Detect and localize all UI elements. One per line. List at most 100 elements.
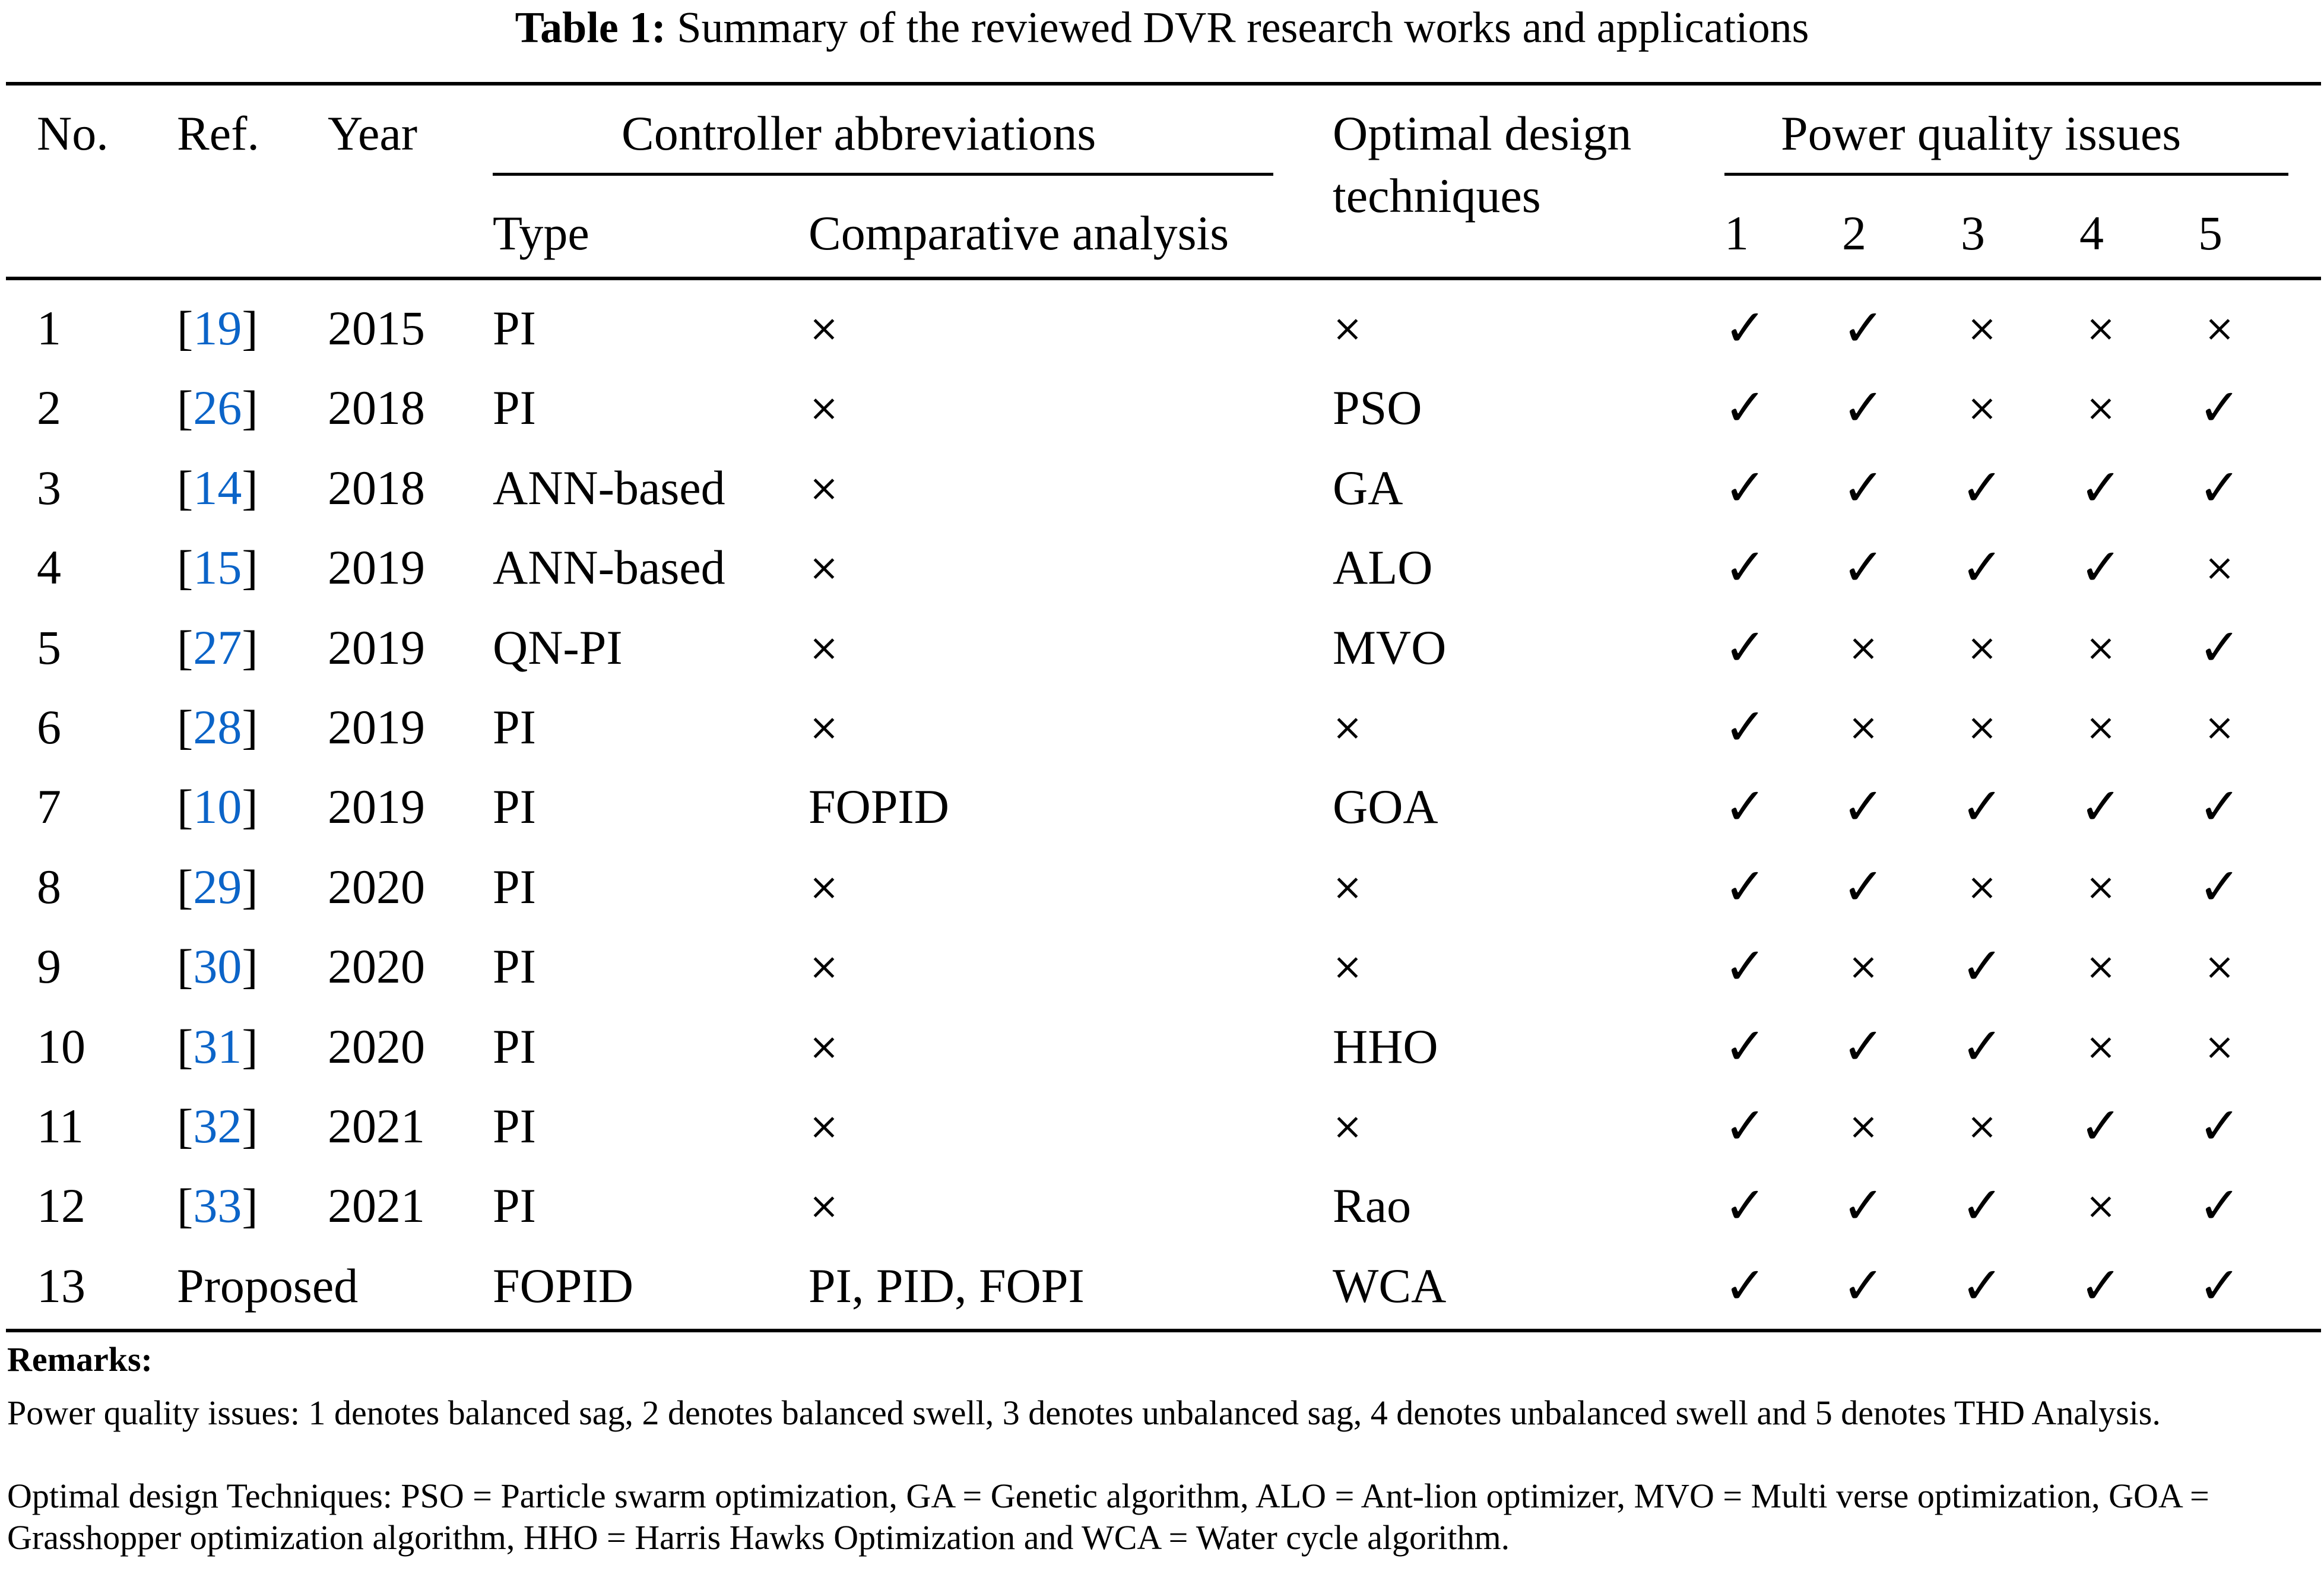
bracket-close: ]: [242, 860, 258, 914]
header-pq-1: 1: [1724, 206, 1749, 260]
cell-type: PI: [493, 1099, 536, 1153]
cell-ref-year: Proposed: [177, 1259, 359, 1313]
check-icon: ✓: [2079, 1256, 2123, 1316]
remarks-title: Remarks:: [7, 1340, 153, 1379]
check-icon: ✓: [2079, 458, 2123, 518]
ref-link[interactable]: 10: [193, 780, 242, 834]
cell-no: 2: [37, 381, 61, 435]
header-pq-3: 3: [1961, 206, 1985, 260]
header-pq-4: 4: [2079, 206, 2104, 260]
cross-icon: ×: [2204, 546, 2235, 589]
cell-no: 5: [37, 620, 61, 674]
cell-type: PI: [493, 780, 536, 834]
check-icon: ✓: [1960, 458, 2004, 518]
check-icon: ✓: [1841, 857, 1885, 917]
cross-icon: ×: [2085, 865, 2116, 908]
pq-group-rule: [1724, 173, 2288, 176]
ref-link[interactable]: 14: [193, 461, 242, 515]
cell-year: 2018: [328, 461, 425, 515]
cell-no: 7: [37, 780, 61, 834]
check-icon: ✓: [2079, 1097, 2123, 1156]
ref-link[interactable]: 26: [193, 381, 242, 435]
cell-ref: [33]: [177, 1176, 258, 1236]
bracket-open: [: [177, 1099, 194, 1153]
check-icon: ✓: [1960, 777, 2004, 837]
cell-optimal: ×: [1332, 945, 1363, 988]
cell-comparative: ×: [809, 306, 839, 350]
cross-icon: ×: [1967, 705, 1998, 749]
cell-year: 2019: [328, 540, 425, 594]
check-icon: ✓: [1960, 1176, 2004, 1236]
controller-group-rule: [493, 173, 1273, 176]
bracket-open: [: [177, 540, 194, 594]
ref-link[interactable]: 28: [193, 700, 242, 754]
ref-link[interactable]: 27: [193, 620, 242, 674]
cell-type: FOPID: [493, 1259, 633, 1313]
cell-optimal: ×: [1332, 705, 1363, 749]
ref-link[interactable]: 30: [193, 939, 242, 993]
check-icon: ✓: [2198, 1256, 2241, 1316]
cell-year: 2021: [328, 1179, 425, 1233]
cell-comparative: ×: [809, 945, 839, 988]
cross-icon: ×: [2204, 945, 2235, 988]
cell-optimal: ×: [1332, 306, 1363, 350]
cross-icon: ×: [2204, 705, 2235, 749]
check-icon: ✓: [2198, 618, 2241, 677]
ref-link[interactable]: 19: [193, 301, 242, 355]
header-no: No.: [37, 106, 109, 160]
cross-icon: ×: [2085, 306, 2116, 350]
cell-comparative: ×: [809, 1025, 839, 1068]
cross-icon: ×: [1967, 1104, 1998, 1148]
cell-type: PI: [493, 860, 536, 914]
cell-year: 2018: [328, 381, 425, 435]
cross-icon: ×: [2085, 705, 2116, 749]
ref-link[interactable]: 33: [193, 1179, 242, 1233]
ref-link[interactable]: 29: [193, 860, 242, 914]
check-icon: ✓: [1723, 1176, 1767, 1236]
cell-type: PI: [493, 700, 536, 754]
bracket-close: ]: [242, 301, 258, 355]
cell-ref: [26]: [177, 378, 258, 438]
cell-year: 2019: [328, 700, 425, 754]
cell-optimal: HHO: [1333, 1019, 1438, 1073]
cell-type: QN-PI: [493, 620, 623, 674]
cell-comparative: FOPID: [809, 780, 949, 834]
cell-comparative: PI, PID, FOPI: [809, 1259, 1085, 1313]
check-icon: ✓: [1723, 618, 1767, 677]
ref-link[interactable]: 32: [193, 1099, 242, 1153]
cross-icon: ×: [1967, 626, 1998, 669]
check-icon: ✓: [1960, 538, 2004, 597]
bracket-open: [: [177, 301, 194, 355]
cross-icon: ×: [1848, 1104, 1879, 1148]
cross-icon: ×: [1967, 865, 1998, 908]
header-pq-5: 5: [2198, 206, 2222, 260]
cell-comparative: ×: [809, 1184, 839, 1227]
cell-optimal: WCA: [1333, 1259, 1447, 1313]
ref-link[interactable]: 31: [193, 1019, 242, 1073]
check-icon: ✓: [1723, 458, 1767, 518]
cell-optimal: GA: [1333, 461, 1403, 515]
header-optimal-1: Optimal design: [1333, 106, 1632, 160]
check-icon: ✓: [2198, 777, 2241, 837]
check-icon: ✓: [1841, 378, 1885, 438]
cell-comparative: ×: [809, 546, 839, 589]
table-title: Summary of the reviewed DVR research wor…: [677, 4, 1809, 52]
bracket-open: [: [177, 780, 194, 834]
cell-no: 6: [37, 700, 61, 754]
cell-type: PI: [493, 1019, 536, 1073]
cross-icon: ×: [1967, 306, 1998, 350]
cell-type: PI: [493, 1179, 536, 1233]
cell-year: 2019: [328, 620, 425, 674]
check-icon: ✓: [1841, 1017, 1885, 1076]
header-pq-group: Power quality issues: [1781, 106, 2182, 160]
cell-type: PI: [493, 301, 536, 355]
ref-link[interactable]: 15: [193, 540, 242, 594]
cell-optimal: ×: [1332, 1104, 1363, 1148]
cell-optimal: ALO: [1333, 540, 1433, 594]
cell-no: 12: [37, 1179, 85, 1233]
cell-no: 4: [37, 540, 61, 594]
cell-year: 2015: [328, 301, 425, 355]
header-ref: Ref.: [177, 106, 259, 160]
cell-comparative: ×: [809, 1104, 839, 1148]
header-comparative: Comparative analysis: [809, 206, 1229, 260]
